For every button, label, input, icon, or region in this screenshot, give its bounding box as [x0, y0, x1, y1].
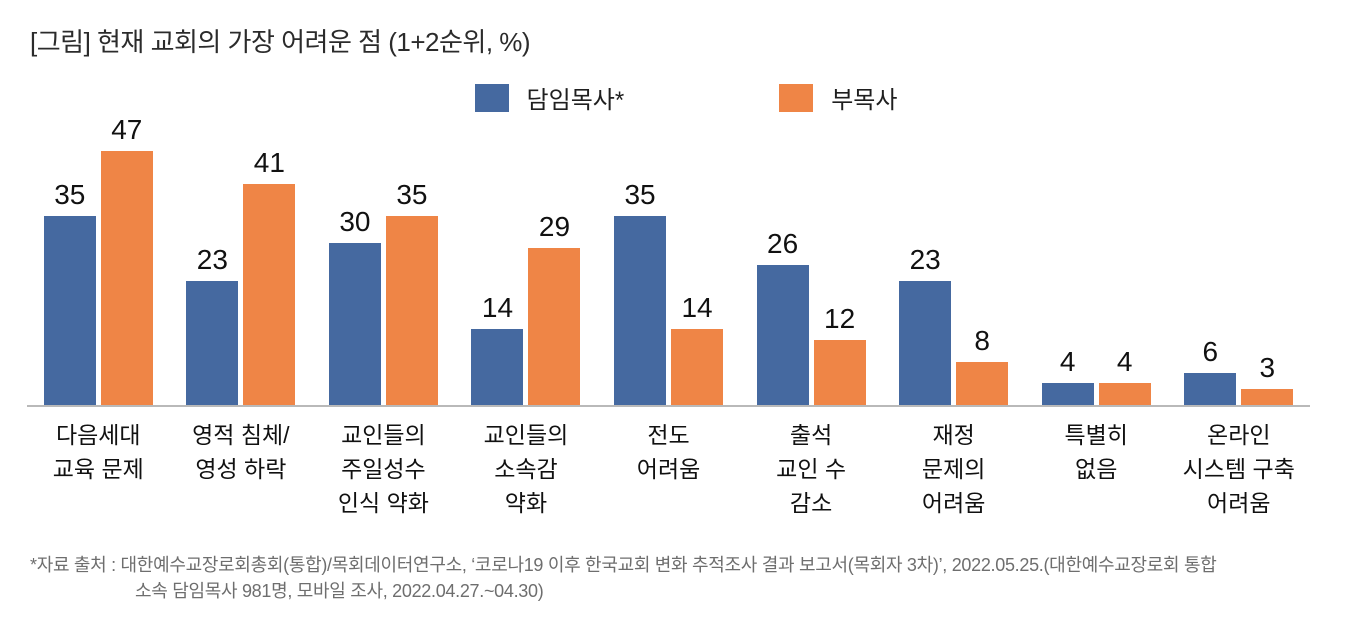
- category-label: 영적 침체/ 영성 하락: [192, 422, 290, 482]
- bar: [899, 280, 952, 405]
- x-axis-line: [27, 405, 1310, 407]
- bar: [186, 280, 239, 405]
- bar: [956, 361, 1009, 405]
- legend-item-associate-pastor: 부목사: [779, 80, 897, 115]
- bar-chart-plot-area: 35 47 23 41 30 35 14 29 35 14 26 12 23 8 4 4 6 3: [27, 112, 1310, 405]
- value-label: 23: [909, 243, 941, 275]
- bar: [528, 248, 581, 405]
- category-label: 출석 교인 수 감소: [776, 422, 847, 516]
- value-label: 4: [1059, 346, 1076, 378]
- bar-with-label: 30: [328, 206, 381, 405]
- bar: [813, 340, 866, 405]
- chart-title: [그림] 현재 교회의 가장 어려운 점 (1+2순위, %): [30, 27, 531, 57]
- source-footnote: *자료 출처 : 대한예수교장로회총회(통합)/목회데이터연구소, ‘코로나19…: [30, 552, 1360, 604]
- bar-with-label: 35: [385, 179, 438, 405]
- value-label: 3: [1259, 351, 1276, 383]
- bar: [43, 216, 96, 405]
- bar-with-label: 12: [813, 303, 866, 405]
- value-label: 14: [681, 292, 713, 324]
- value-label: 35: [54, 179, 86, 210]
- bar-with-label: 8: [956, 324, 1009, 405]
- value-label: 23: [196, 243, 228, 275]
- value-label: 47: [111, 114, 143, 146]
- bar: [756, 264, 809, 405]
- bar: [100, 151, 153, 405]
- category-label: 교인들의 소속감 약화: [483, 422, 569, 516]
- bar-group: 30 35: [312, 112, 455, 405]
- value-label: 29: [538, 211, 571, 243]
- bar-group: 23 8: [882, 112, 1025, 405]
- bar: [385, 216, 438, 405]
- category-label: 다음세대 교육 문제: [52, 422, 144, 482]
- bar: [243, 183, 296, 405]
- category-label: 특별히 없음: [1064, 422, 1128, 482]
- bar-with-label: 41: [243, 146, 296, 405]
- bar-with-label: 23: [899, 243, 952, 405]
- category-label: 온라인 시스템 구축 어려움: [1182, 422, 1295, 516]
- source-footnote-line1: *자료 출처 : 대한예수교장로회총회(통합)/목회데이터연구소, ‘코로나19…: [30, 555, 1217, 575]
- bar-with-label: 29: [528, 211, 581, 405]
- bar-with-label: 3: [1241, 351, 1294, 405]
- bar-with-label: 6: [1184, 335, 1237, 405]
- bar: [1241, 388, 1294, 405]
- legend-item-senior-pastor: 담임목사*: [474, 80, 625, 115]
- bar-group: 14 29: [455, 112, 598, 405]
- bar-with-label: 23: [186, 243, 239, 405]
- legend: 담임목사* 부목사: [0, 80, 1372, 115]
- category-label: 전도 어려움: [636, 422, 701, 482]
- value-label: 12: [824, 303, 856, 335]
- legend-label-associate-pastor: 부목사: [831, 87, 898, 114]
- bar: [471, 329, 524, 405]
- bar-group: 23 41: [170, 112, 313, 405]
- value-label: 41: [253, 146, 285, 178]
- value-label: 6: [1202, 335, 1219, 367]
- bar-with-label: 35: [43, 179, 96, 405]
- category-axis-labels: 다음세대 교육 문제 영적 침체/ 영성 하락 교인들의 주일성수 인식 약화 교인들…: [27, 418, 1310, 520]
- bar: [671, 329, 724, 405]
- value-label: 14: [481, 292, 514, 324]
- legend-label-senior-pastor: 담임목사*: [526, 87, 625, 114]
- source-footnote-line2: 소속 담임목사 981명, 모바일 조사, 2022.04.27.~04.30): [135, 581, 544, 601]
- bar-with-label: 14: [671, 292, 724, 405]
- bar-group: 35 47: [27, 112, 170, 405]
- bar: [1184, 372, 1237, 405]
- category-label: 재정 문제의 어려움: [921, 422, 986, 516]
- value-label: 4: [1116, 346, 1133, 378]
- bar: [1098, 383, 1151, 405]
- bar-with-label: 47: [100, 114, 153, 405]
- value-label: 30: [339, 206, 371, 237]
- bar: [1041, 383, 1094, 405]
- value-label: 26: [767, 227, 799, 259]
- legend-swatch-associate-pastor: [779, 83, 814, 112]
- bar-group: 26 12: [740, 112, 883, 405]
- value-label: 8: [974, 324, 990, 356]
- bar-with-label: 4: [1098, 346, 1151, 405]
- category-label: 교인들의 주일성수 인식 약화: [337, 422, 429, 516]
- legend-swatch-senior-pastor: [474, 83, 509, 112]
- value-label: 35: [624, 179, 656, 210]
- bar-with-label: 35: [614, 179, 667, 405]
- bar: [328, 243, 381, 405]
- bar-with-label: 26: [756, 227, 809, 405]
- bar: [614, 216, 667, 405]
- bar-with-label: 14: [471, 292, 524, 405]
- bar-group: 35 14: [597, 112, 740, 405]
- bar-with-label: 4: [1041, 346, 1094, 405]
- value-label: 35: [396, 179, 428, 210]
